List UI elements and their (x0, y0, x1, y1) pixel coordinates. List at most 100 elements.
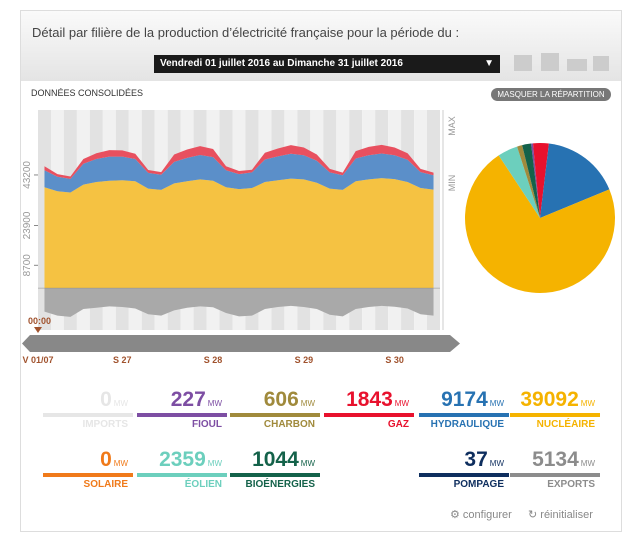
area (44, 178, 434, 289)
tile-value: 1044 (252, 448, 299, 471)
y-tick-label: 23900 (22, 211, 33, 239)
tile-name: HYDRAULIQUE (430, 419, 504, 430)
axis-label: MIN (447, 175, 457, 192)
tile-value-row: 0 MW (42, 388, 134, 412)
slider (30, 335, 450, 352)
calendar-icon[interactable] (514, 55, 532, 71)
tile-value: 39092 (520, 388, 579, 411)
tile-value-row: 9174 MW (418, 388, 510, 412)
tile-value: 0 (100, 388, 112, 411)
tile-name: EXPORTS (547, 479, 595, 490)
tile-name: POMPAGE (453, 479, 504, 490)
period-dropdown[interactable]: Vendredi 01 juillet 2016 au Dimanche 31 … (154, 55, 500, 73)
tile-value: 227 (170, 388, 206, 411)
period: Vendredi 01 juillet 2016 au Dimanche 31 … (160, 58, 403, 69)
tile-bar (419, 413, 509, 417)
tile-unit: MW (489, 399, 504, 408)
slider-arrow (450, 335, 460, 352)
tile-unit: MW (113, 399, 128, 408)
time-label: 00:00 (28, 316, 51, 326)
tile-bar (137, 413, 227, 417)
tile-bar (43, 413, 133, 417)
tile-unit: MW (113, 459, 128, 468)
status: DONNÉES CONSOLIDÉES (31, 88, 144, 98)
tile-value: 0 (100, 448, 112, 471)
tile-name: CHARBON (263, 419, 315, 430)
tile-value-row: 2359 MW (136, 448, 228, 472)
pie-slice (465, 155, 615, 293)
tile-unit: MW (300, 399, 315, 408)
tile: 1044 MW BIOÉNERGIES (229, 448, 321, 490)
slider-arrow (22, 335, 30, 352)
tile-bar (137, 473, 227, 477)
tile-value-row: 1044 MW (229, 448, 321, 472)
tile-name: IMPORTS (82, 419, 128, 430)
cursor (34, 327, 42, 333)
tile: 0 MW SOLAIRE (42, 448, 134, 490)
pie-slice (517, 145, 540, 218)
configure-button[interactable]: ⚙ configurer (450, 509, 512, 521)
tile: 227 MW FIOUL (136, 388, 228, 430)
widget: Détail par filière de la production d’él… (20, 10, 622, 532)
tile-bar (510, 413, 600, 417)
tile: 0 MW IMPORTS (42, 388, 134, 430)
x-tick-label: S 29 (295, 355, 314, 365)
tile: 39092 MW NUCLÉAIRE (509, 388, 601, 430)
area (44, 144, 434, 179)
tile-bar (230, 473, 320, 477)
tile-name: GAZ (387, 419, 409, 430)
x-tick-label: S 28 (204, 355, 223, 365)
tile-value-row: 227 MW (136, 388, 228, 412)
tile-value: 606 (263, 388, 299, 411)
title: Détail par filière de la production d’él… (32, 25, 460, 40)
tile: 9174 MW HYDRAULIQUE (418, 388, 510, 430)
axis-label: MAX (447, 116, 457, 136)
x-tick-label: V 01/07 (22, 355, 53, 365)
reset: réinitialiser (540, 509, 593, 521)
tile-value-row: 39092 MW (509, 388, 601, 412)
toggle-button[interactable]: MASQUER LA RÉPARTITION (491, 88, 611, 101)
pie-slice (532, 143, 549, 218)
tile-unit: MW (580, 399, 595, 408)
x-tick-label: S 30 (385, 355, 404, 365)
tile-value: 37 (464, 448, 488, 471)
tile-name: FIOUL (192, 419, 222, 430)
tile-unit: MW (489, 459, 504, 468)
tile-value: 9174 (441, 388, 488, 411)
area (44, 153, 434, 193)
tile: 5134 MW EXPORTS (509, 448, 601, 490)
tile-bar (510, 473, 600, 477)
tile-bar (324, 413, 414, 417)
tile-bar (43, 473, 133, 477)
print-icon[interactable] (593, 56, 609, 71)
y-tick-label: 8700 (22, 254, 33, 277)
configure: configurer (462, 509, 512, 521)
pie-slice (522, 143, 540, 218)
mail-icon[interactable] (567, 59, 587, 71)
tile-name: NUCLÉAIRE (536, 419, 595, 430)
x-tick-label: S 27 (113, 355, 132, 365)
pie-slice (540, 143, 610, 218)
calendar-icon[interactable] (541, 53, 559, 71)
tile-unit: MW (207, 399, 222, 408)
reset-button[interactable]: ↻ réinitialiser (528, 509, 593, 521)
tile: 37 MW POMPAGE (418, 448, 510, 490)
tile-value-row: 37 MW (418, 448, 510, 472)
tile-value-row: 606 MW (229, 388, 321, 412)
tile-name: SOLAIRE (83, 479, 128, 490)
area (44, 288, 434, 317)
y-tick-label: 43200 (22, 161, 33, 189)
tile-unit: MW (207, 459, 222, 468)
tile: 2359 MW ÉOLIEN (136, 448, 228, 490)
tile-unit: MW (580, 459, 595, 468)
tile-value-row: 0 MW (42, 448, 134, 472)
tile-name: BIOÉNERGIES (245, 479, 315, 490)
tile-value: 5134 (532, 448, 579, 471)
tile-value-row: 5134 MW (509, 448, 601, 472)
pie-slice (531, 143, 540, 218)
pie-slice (498, 146, 540, 218)
tile-value-row: 1843 MW (323, 388, 415, 412)
tile-name: ÉOLIEN (184, 479, 222, 490)
